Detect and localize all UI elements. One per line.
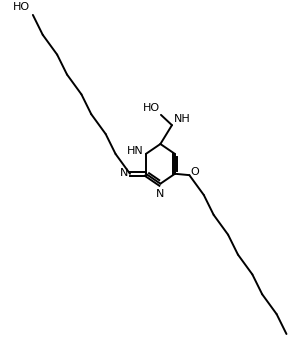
Text: O: O [190,167,199,177]
Text: NH: NH [173,114,190,124]
Text: N: N [120,168,128,178]
Text: HO: HO [13,1,30,11]
Text: N: N [156,189,164,199]
Text: HO: HO [142,103,160,113]
Text: HN: HN [127,146,144,156]
